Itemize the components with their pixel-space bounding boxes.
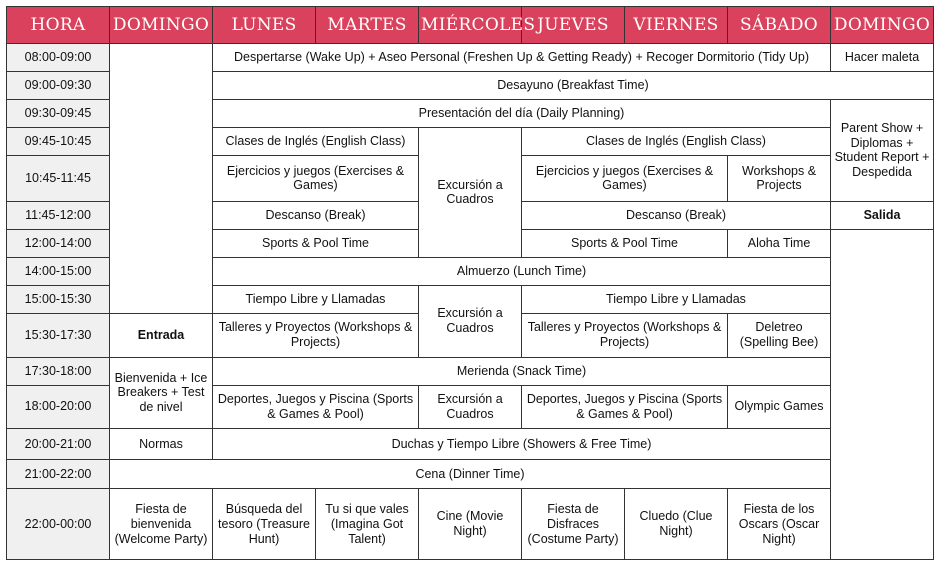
time-cell: 17:30-18:00 xyxy=(6,356,110,386)
schedule-cell: Aloha Time xyxy=(727,228,831,258)
schedule-cell: Talleres y Proyectos (Workshops & Projec… xyxy=(521,312,728,358)
time-cell: 20:00-21:00 xyxy=(6,428,110,461)
schedule-cell: Merienda (Snack Time) xyxy=(212,356,831,386)
header-sabado: SÁBADO xyxy=(727,6,831,44)
schedule-cell: Almuerzo (Lunch Time) xyxy=(212,256,831,286)
time-cell: 15:00-15:30 xyxy=(6,284,110,314)
empty-cell xyxy=(109,43,213,314)
schedule-cell: Cine (Movie Night) xyxy=(418,488,522,560)
schedule-cell: Fiesta de Disfraces (Costume Party) xyxy=(521,488,625,560)
schedule-cell: Entrada xyxy=(109,312,213,358)
time-cell: 22:00-00:00 xyxy=(6,488,110,560)
schedule-cell: Deportes, Juegos y Piscina (Sports & Gam… xyxy=(212,384,419,430)
header-viernes: VIERNES xyxy=(624,6,728,44)
table-row: 11:45-12:00 Descanso (Break) Descanso (B… xyxy=(6,200,934,230)
table-row: 14:00-15:00 Almuerzo (Lunch Time) xyxy=(6,256,934,286)
weekly-schedule-table: HORA DOMINGO LUNES MARTES MIÉRCOLES JUEV… xyxy=(6,6,934,561)
header-jueves: JUEVES xyxy=(521,6,625,44)
schedule-cell: Búsqueda del tesoro (Treasure Hunt) xyxy=(212,488,316,560)
schedule-cell: Cena (Dinner Time) xyxy=(109,459,831,490)
table-row: 12:00-14:00 Sports & Pool Time Sports & … xyxy=(6,228,934,561)
table-row: 09:45-10:45 Clases de Inglés (English Cl… xyxy=(6,127,934,258)
table-row: 15:00-15:30 Tiempo Libre y Llamadas Excu… xyxy=(6,284,934,358)
header-martes: MARTES xyxy=(315,6,419,44)
schedule-cell: Salida xyxy=(830,200,934,230)
table-row: 09:30-09:45 Presentación del día (Daily … xyxy=(6,99,934,202)
table-row: 08:00-09:00 Despertarse (Wake Up) + Aseo… xyxy=(6,42,934,314)
schedule-cell: Duchas y Tiempo Libre (Showers & Free Ti… xyxy=(212,428,831,461)
schedule-cell: Excursión a Cuadros xyxy=(418,384,522,430)
schedule-cell: Despertarse (Wake Up) + Aseo Personal (F… xyxy=(212,42,831,73)
time-cell: 11:45-12:00 xyxy=(6,200,110,230)
schedule-cell: Cluedo (Clue Night) xyxy=(624,488,728,560)
time-cell: 09:45-10:45 xyxy=(6,127,110,157)
schedule-cell: Excursión a Cuadros xyxy=(418,284,522,358)
schedule-cell: Sports & Pool Time xyxy=(521,228,728,258)
schedule-cell: Excursión a Cuadros xyxy=(418,127,522,258)
schedule-cell: Bienvenida + Ice Breakers + Test de nive… xyxy=(109,356,213,430)
time-cell: 12:00-14:00 xyxy=(6,228,110,258)
schedule-cell: Ejercicios y juegos (Exercises & Games) xyxy=(521,155,728,202)
schedule-cell: Tiempo Libre y Llamadas xyxy=(212,284,419,314)
time-cell: 21:00-22:00 xyxy=(6,459,110,490)
table-row: 15:30-17:30 Entrada Talleres y Proyectos… xyxy=(6,312,934,358)
schedule-cell: Descanso (Break) xyxy=(212,200,419,230)
header-lunes: LUNES xyxy=(212,6,316,44)
schedule-cell: Descanso (Break) xyxy=(521,200,831,230)
header-row: HORA DOMINGO LUNES MARTES MIÉRCOLES JUEV… xyxy=(6,6,934,44)
schedule-cell: Presentación del día (Daily Planning) xyxy=(212,99,831,129)
header-hora: HORA xyxy=(6,6,110,44)
schedule-cell: Talleres y Proyectos (Workshops & Projec… xyxy=(212,312,419,358)
schedule-cell: Desayuno (Breakfast Time) xyxy=(212,71,934,101)
schedule-cell: Tiempo Libre y Llamadas xyxy=(521,284,831,314)
schedule-cell: Deletreo (Spelling Bee) xyxy=(727,312,831,358)
table-row: 17:30-18:00 Bienvenida + Ice Breakers + … xyxy=(6,356,934,430)
schedule-cell: Normas xyxy=(109,428,213,461)
time-cell: 14:00-15:00 xyxy=(6,256,110,286)
time-cell: 18:00-20:00 xyxy=(6,384,110,430)
schedule-cell: Tu si que vales (Imagina Got Talent) xyxy=(315,488,419,560)
time-cell: 10:45-11:45 xyxy=(6,155,110,202)
schedule-cell: Workshops & Projects xyxy=(727,155,831,202)
time-cell: 08:00-09:00 xyxy=(6,42,110,73)
schedule-cell: Fiesta de bienvenida (Welcome Party) xyxy=(109,488,213,560)
schedule-cell: Ejercicios y juegos (Exercises & Games) xyxy=(212,155,419,202)
table-row: 22:00-00:00 Fiesta de bienvenida (Welcom… xyxy=(6,488,934,560)
schedule-cell: Parent Show + Diplomas + Student Report … xyxy=(830,99,934,202)
header-domingo-final: DOMINGO xyxy=(830,6,934,44)
time-cell: 09:30-09:45 xyxy=(6,99,110,129)
time-cell: 09:00-09:30 xyxy=(6,71,110,101)
schedule-cell: Deportes, Juegos y Piscina (Sports & Gam… xyxy=(521,384,728,430)
schedule-cell: Clases de Inglés (English Class) xyxy=(212,127,419,157)
schedule-cell: Sports & Pool Time xyxy=(212,228,419,258)
table-row: 18:00-20:00 Deportes, Juegos y Piscina (… xyxy=(6,384,934,430)
header-domingo: DOMINGO xyxy=(109,6,213,44)
schedule-cell: Hacer maleta xyxy=(830,42,934,73)
table-row: 21:00-22:00 Cena (Dinner Time) xyxy=(6,459,934,490)
schedule-cell: Clases de Inglés (English Class) xyxy=(521,127,831,157)
schedule-cell: Olympic Games xyxy=(727,384,831,430)
header-miercoles: MIÉRCOLES xyxy=(418,6,535,44)
schedule-cell: Fiesta de los Oscars (Oscar Night) xyxy=(727,488,831,560)
table-row: 20:00-21:00 Normas Duchas y Tiempo Libre… xyxy=(6,428,934,461)
empty-cell xyxy=(830,228,934,561)
table-row: 09:00-09:30 Desayuno (Breakfast Time) xyxy=(6,71,934,101)
time-cell: 15:30-17:30 xyxy=(6,312,110,358)
